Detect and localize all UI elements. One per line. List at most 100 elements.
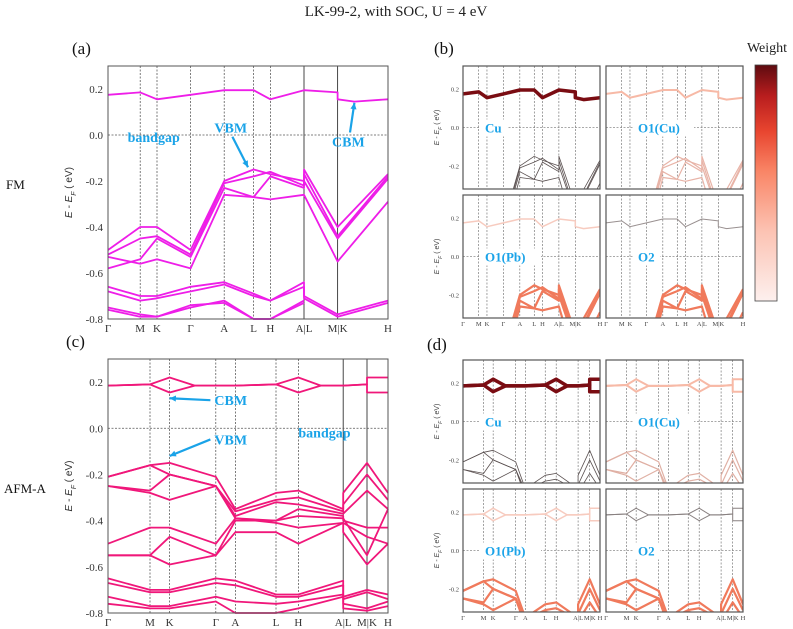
orbital-label: O1(Cu) <box>638 415 680 430</box>
weighted-band-line <box>516 177 600 189</box>
k-tick-label: A <box>661 321 666 328</box>
weighted-band-line <box>463 397 559 411</box>
k-tick-label: A|L <box>335 617 352 629</box>
band-line <box>107 577 389 598</box>
projection-subplot-o2: O2Γ M K Γ A L H A|L M|K H <box>604 194 746 411</box>
k-tick-label: H <box>598 615 603 622</box>
weighted-band-line <box>656 290 743 318</box>
weighted-band-line <box>606 268 702 282</box>
k-tick-label: A|L <box>716 615 726 622</box>
figure-title: LK-99-2, with SOC, U = 4 eV <box>305 4 488 20</box>
weighted-band-line <box>463 218 600 230</box>
y-axis-label: E - EF ( eV) <box>434 239 444 275</box>
orbital-label: O1(Pb) <box>485 250 525 265</box>
k-tick-label: A|L <box>697 321 707 328</box>
k-tick-label: A <box>231 617 239 629</box>
band-line <box>107 281 389 316</box>
weighted-band-line <box>656 157 743 189</box>
k-tick-label: H <box>554 615 559 622</box>
k-tick-label: H <box>384 617 392 629</box>
band-line <box>107 461 389 511</box>
y-tick-label: 0.2 <box>451 216 459 223</box>
weighted-band-line <box>606 468 665 483</box>
weighted-band-line <box>606 397 702 411</box>
orbital-label: O2 <box>638 544 655 559</box>
y-tick-label: -0.2 <box>449 163 459 170</box>
panel-label: (d) <box>427 335 447 354</box>
y-tick-label: -0.2 <box>86 469 103 481</box>
band-line <box>107 593 389 610</box>
weighted-band-line <box>606 451 743 483</box>
y-axis-label: E - EF ( eV) <box>434 404 444 440</box>
weighted-band-line <box>606 218 743 230</box>
weighted-band-line <box>512 155 600 189</box>
k-tick-label: M <box>624 615 630 622</box>
plot-frame <box>605 488 744 613</box>
band-line <box>108 522 389 566</box>
y-tick-label: 0.0 <box>451 419 459 426</box>
weighted-band-line <box>463 578 600 612</box>
plot-frame <box>605 65 744 190</box>
weight-colorbar: Weight <box>747 41 787 302</box>
y-tick-label: -0.2 <box>449 292 459 299</box>
k-tick-label: Γ <box>657 615 661 622</box>
weighted-band-line <box>606 384 743 393</box>
k-tick-label: Γ <box>502 321 506 328</box>
k-tick-label: K <box>485 321 490 328</box>
arrow-head-icon <box>169 395 177 402</box>
weighted-band-line <box>606 89 743 101</box>
k-tick-label: Γ <box>105 617 111 629</box>
k-tick-label: A|L <box>573 615 583 622</box>
k-tick-label: M <box>145 617 155 629</box>
k-tick-label: A <box>518 321 523 328</box>
band-line <box>107 175 389 270</box>
k-tick-label: L <box>675 321 679 328</box>
weighted-band-line <box>606 626 743 629</box>
k-tick-label: A <box>523 615 528 622</box>
band-line <box>107 473 389 517</box>
k-tick-label: M|K <box>328 323 348 335</box>
k-tick-label: A <box>666 615 671 622</box>
annotation-vbm: VBM <box>214 433 247 448</box>
weighted-band-line <box>463 626 600 629</box>
k-tick-label: Γ <box>213 617 219 629</box>
y-tick-label: -0.4 <box>86 222 104 234</box>
weighted-band-line <box>655 286 743 318</box>
weighted-band-line <box>606 449 743 483</box>
y-tick-label: -0.2 <box>449 586 459 593</box>
plot-frame <box>107 358 389 614</box>
y-tick-label: -0.6 <box>86 268 104 280</box>
k-tick-label: M <box>481 615 487 622</box>
band-line <box>107 301 305 320</box>
k-tick-label: M|K <box>584 615 596 622</box>
weighted-band-line <box>463 266 559 281</box>
annotation-arrow <box>169 438 211 458</box>
k-tick-label: H <box>266 323 274 335</box>
y-tick-label: 0.0 <box>89 423 103 435</box>
projection-subplot-o1cu: O1(Cu) <box>605 65 744 282</box>
k-tick-label: K <box>153 323 161 335</box>
y-tick-label: -0.6 <box>86 562 104 574</box>
weighted-band-line <box>606 597 665 612</box>
weighted-band-line <box>463 580 600 612</box>
k-tick-label: Γ <box>461 615 465 622</box>
k-tick-label: L <box>250 323 257 335</box>
colorbar-label: Weight <box>747 41 787 56</box>
weighted-band-line <box>512 284 600 318</box>
band-line <box>107 168 389 251</box>
weighted-band-line <box>463 459 597 483</box>
y-tick-label: 0.2 <box>451 510 459 517</box>
y-axis-label: E - EF ( eV) <box>434 110 444 146</box>
annotation-cbm: CBM <box>214 394 247 409</box>
k-tick-label: M <box>476 321 482 328</box>
orbital-label: Cu <box>485 121 502 136</box>
band-line <box>107 582 389 600</box>
weighted-band-line <box>463 88 600 102</box>
k-tick-label: Γ <box>645 321 649 328</box>
plot-frame <box>107 65 389 320</box>
k-tick-label: Γ <box>604 615 608 622</box>
annotation-arrow <box>169 397 211 402</box>
row-label-afm-a: AFM-A <box>4 481 47 496</box>
y-tick-label: 0.0 <box>89 130 103 142</box>
